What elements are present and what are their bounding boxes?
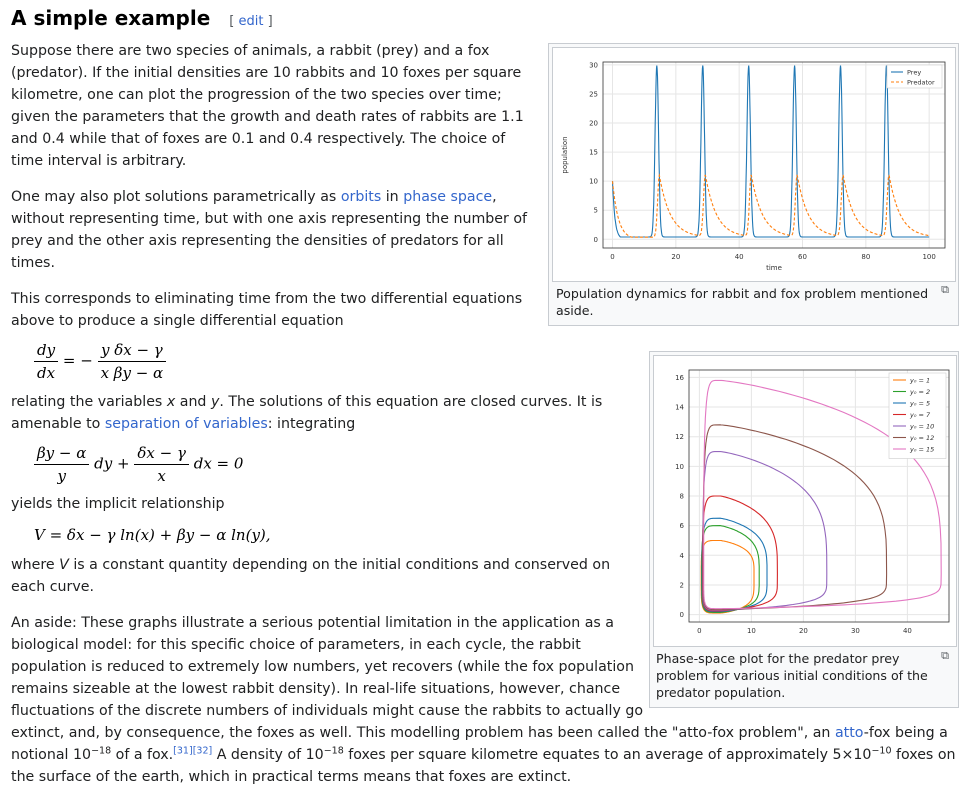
legend-label: y₀ = 5 <box>909 400 930 408</box>
legend-label: y₀ = 12 <box>909 434 934 442</box>
phase-orbit-line <box>703 379 942 610</box>
legend-box <box>886 64 943 89</box>
population-dynamics-chart: 0 20 40 60 80 100 0 5 10 15 20 25 30 time population Pr… <box>561 61 946 272</box>
equation-implicit: V = δx − γ ln(x) + βy − α ln(y), <box>34 526 271 544</box>
plot-frame <box>602 61 946 249</box>
figure-population-dynamics: 0 20 40 60 80 100 0 5 10 15 20 25 30 time population Pr… <box>548 43 959 326</box>
section-title: A simple example <box>11 6 211 30</box>
y-tick-label: 15 <box>589 149 598 157</box>
phase-orbit-line <box>701 525 760 613</box>
prey-series-line <box>611 65 930 238</box>
legend-prey-label: Prey <box>907 69 921 77</box>
paragraph-eliminate: This corresponds to eliminating time fro… <box>11 291 523 329</box>
reference-32[interactable]: [32] <box>192 745 213 757</box>
plot-frame <box>688 369 950 623</box>
x-tick-label: 20 <box>671 253 680 261</box>
x-tick-label: 40 <box>903 627 912 635</box>
predator-series-line <box>611 173 930 238</box>
paragraph-constant: where V is a constant quantity depending… <box>11 557 611 595</box>
y-tick-label: 12 <box>675 433 684 441</box>
y-tick-label: 16 <box>675 374 684 382</box>
paragraph-yields: yields the implicit relationship <box>11 496 225 512</box>
y-tick-label: 14 <box>675 404 684 412</box>
y-tick-label: 0 <box>680 611 684 619</box>
x-tick-label: 60 <box>798 253 807 261</box>
population-dynamics-image[interactable]: 0 20 40 60 80 100 0 5 10 15 20 25 30 time population Pr… <box>552 47 956 282</box>
paragraph-orbits: One may also plot solutions parametrical… <box>11 189 528 271</box>
x-tick-label: 80 <box>861 253 870 261</box>
y-tick-label: 20 <box>589 120 598 128</box>
x-axis-label: time <box>766 264 782 272</box>
separation-of-variables-link[interactable]: separation of variables <box>104 416 268 432</box>
y-tick-label: 30 <box>589 61 598 69</box>
caption-phase-space: Phase-space plot for the predator prey p… <box>656 651 928 700</box>
phase-orbit-line <box>702 424 888 610</box>
phase-orbit-line <box>702 450 828 611</box>
y-axis-label: population <box>561 136 569 173</box>
x-tick-label: 20 <box>799 627 808 635</box>
x-tick-label: 40 <box>735 253 744 261</box>
y-tick-label: 8 <box>680 493 684 501</box>
phase-orbit-line <box>700 539 755 614</box>
phase-space-chart: 0 10 20 30 40 0 2 4 6 8 10 12 14 16 y₀ = 1 y₀ = 2 y₀ = 5… <box>675 369 950 635</box>
y-tick-label: 10 <box>589 178 598 186</box>
y-tick-label: 10 <box>675 463 684 471</box>
phase-space-link[interactable]: phase space <box>403 189 493 205</box>
y-tick-label: 2 <box>680 581 684 589</box>
paragraph-separation: relating the variables x and y. The solu… <box>11 394 603 432</box>
edit-section: [ edit ] <box>229 14 273 29</box>
x-tick-label: 100 <box>922 253 935 261</box>
edit-link[interactable]: edit <box>238 14 264 29</box>
legend-predator-label: Predator <box>907 79 935 87</box>
orbits-link[interactable]: orbits <box>340 189 382 205</box>
atto-link[interactable]: atto <box>834 725 864 741</box>
legend-label: y₀ = 7 <box>909 411 931 419</box>
x-tick-label: 30 <box>851 627 860 635</box>
section-heading: A simple example [ edit ] <box>11 6 273 30</box>
x-tick-label: 10 <box>747 627 756 635</box>
paragraph-atto-fox: An aside: These graphs illustrate a seri… <box>11 615 956 785</box>
y-tick-label: 0 <box>594 236 598 244</box>
caption-population-dynamics: Population dynamics for rabbit and fox p… <box>556 286 929 318</box>
y-tick-label: 25 <box>589 90 598 98</box>
legend-label: y₀ = 15 <box>909 446 934 454</box>
phase-space-image[interactable]: 0 10 20 30 40 0 2 4 6 8 10 12 14 16 y₀ = 1 y₀ = 2 y₀ = 5… <box>653 355 957 647</box>
legend-label: y₀ = 2 <box>909 388 930 396</box>
paragraph-intro: Suppose there are two species of animals… <box>11 43 524 169</box>
legend-box <box>888 372 947 459</box>
x-tick-label: 0 <box>697 627 701 635</box>
y-tick-label: 5 <box>594 207 598 215</box>
enlarge-icon[interactable]: ⧉ <box>941 283 949 296</box>
x-tick-label: 0 <box>610 253 614 261</box>
reference-31[interactable]: [31] <box>173 745 193 757</box>
figure-phase-space: 0 10 20 30 40 0 2 4 6 8 10 12 14 16 y₀ = 1 y₀ = 2 y₀ = 5… <box>649 351 959 708</box>
y-tick-label: 6 <box>680 522 685 530</box>
legend-label: y₀ = 10 <box>909 423 934 431</box>
enlarge-icon[interactable]: ⧉ <box>941 649 949 662</box>
y-tick-label: 4 <box>680 552 685 560</box>
legend-label: y₀ = 1 <box>909 377 930 385</box>
